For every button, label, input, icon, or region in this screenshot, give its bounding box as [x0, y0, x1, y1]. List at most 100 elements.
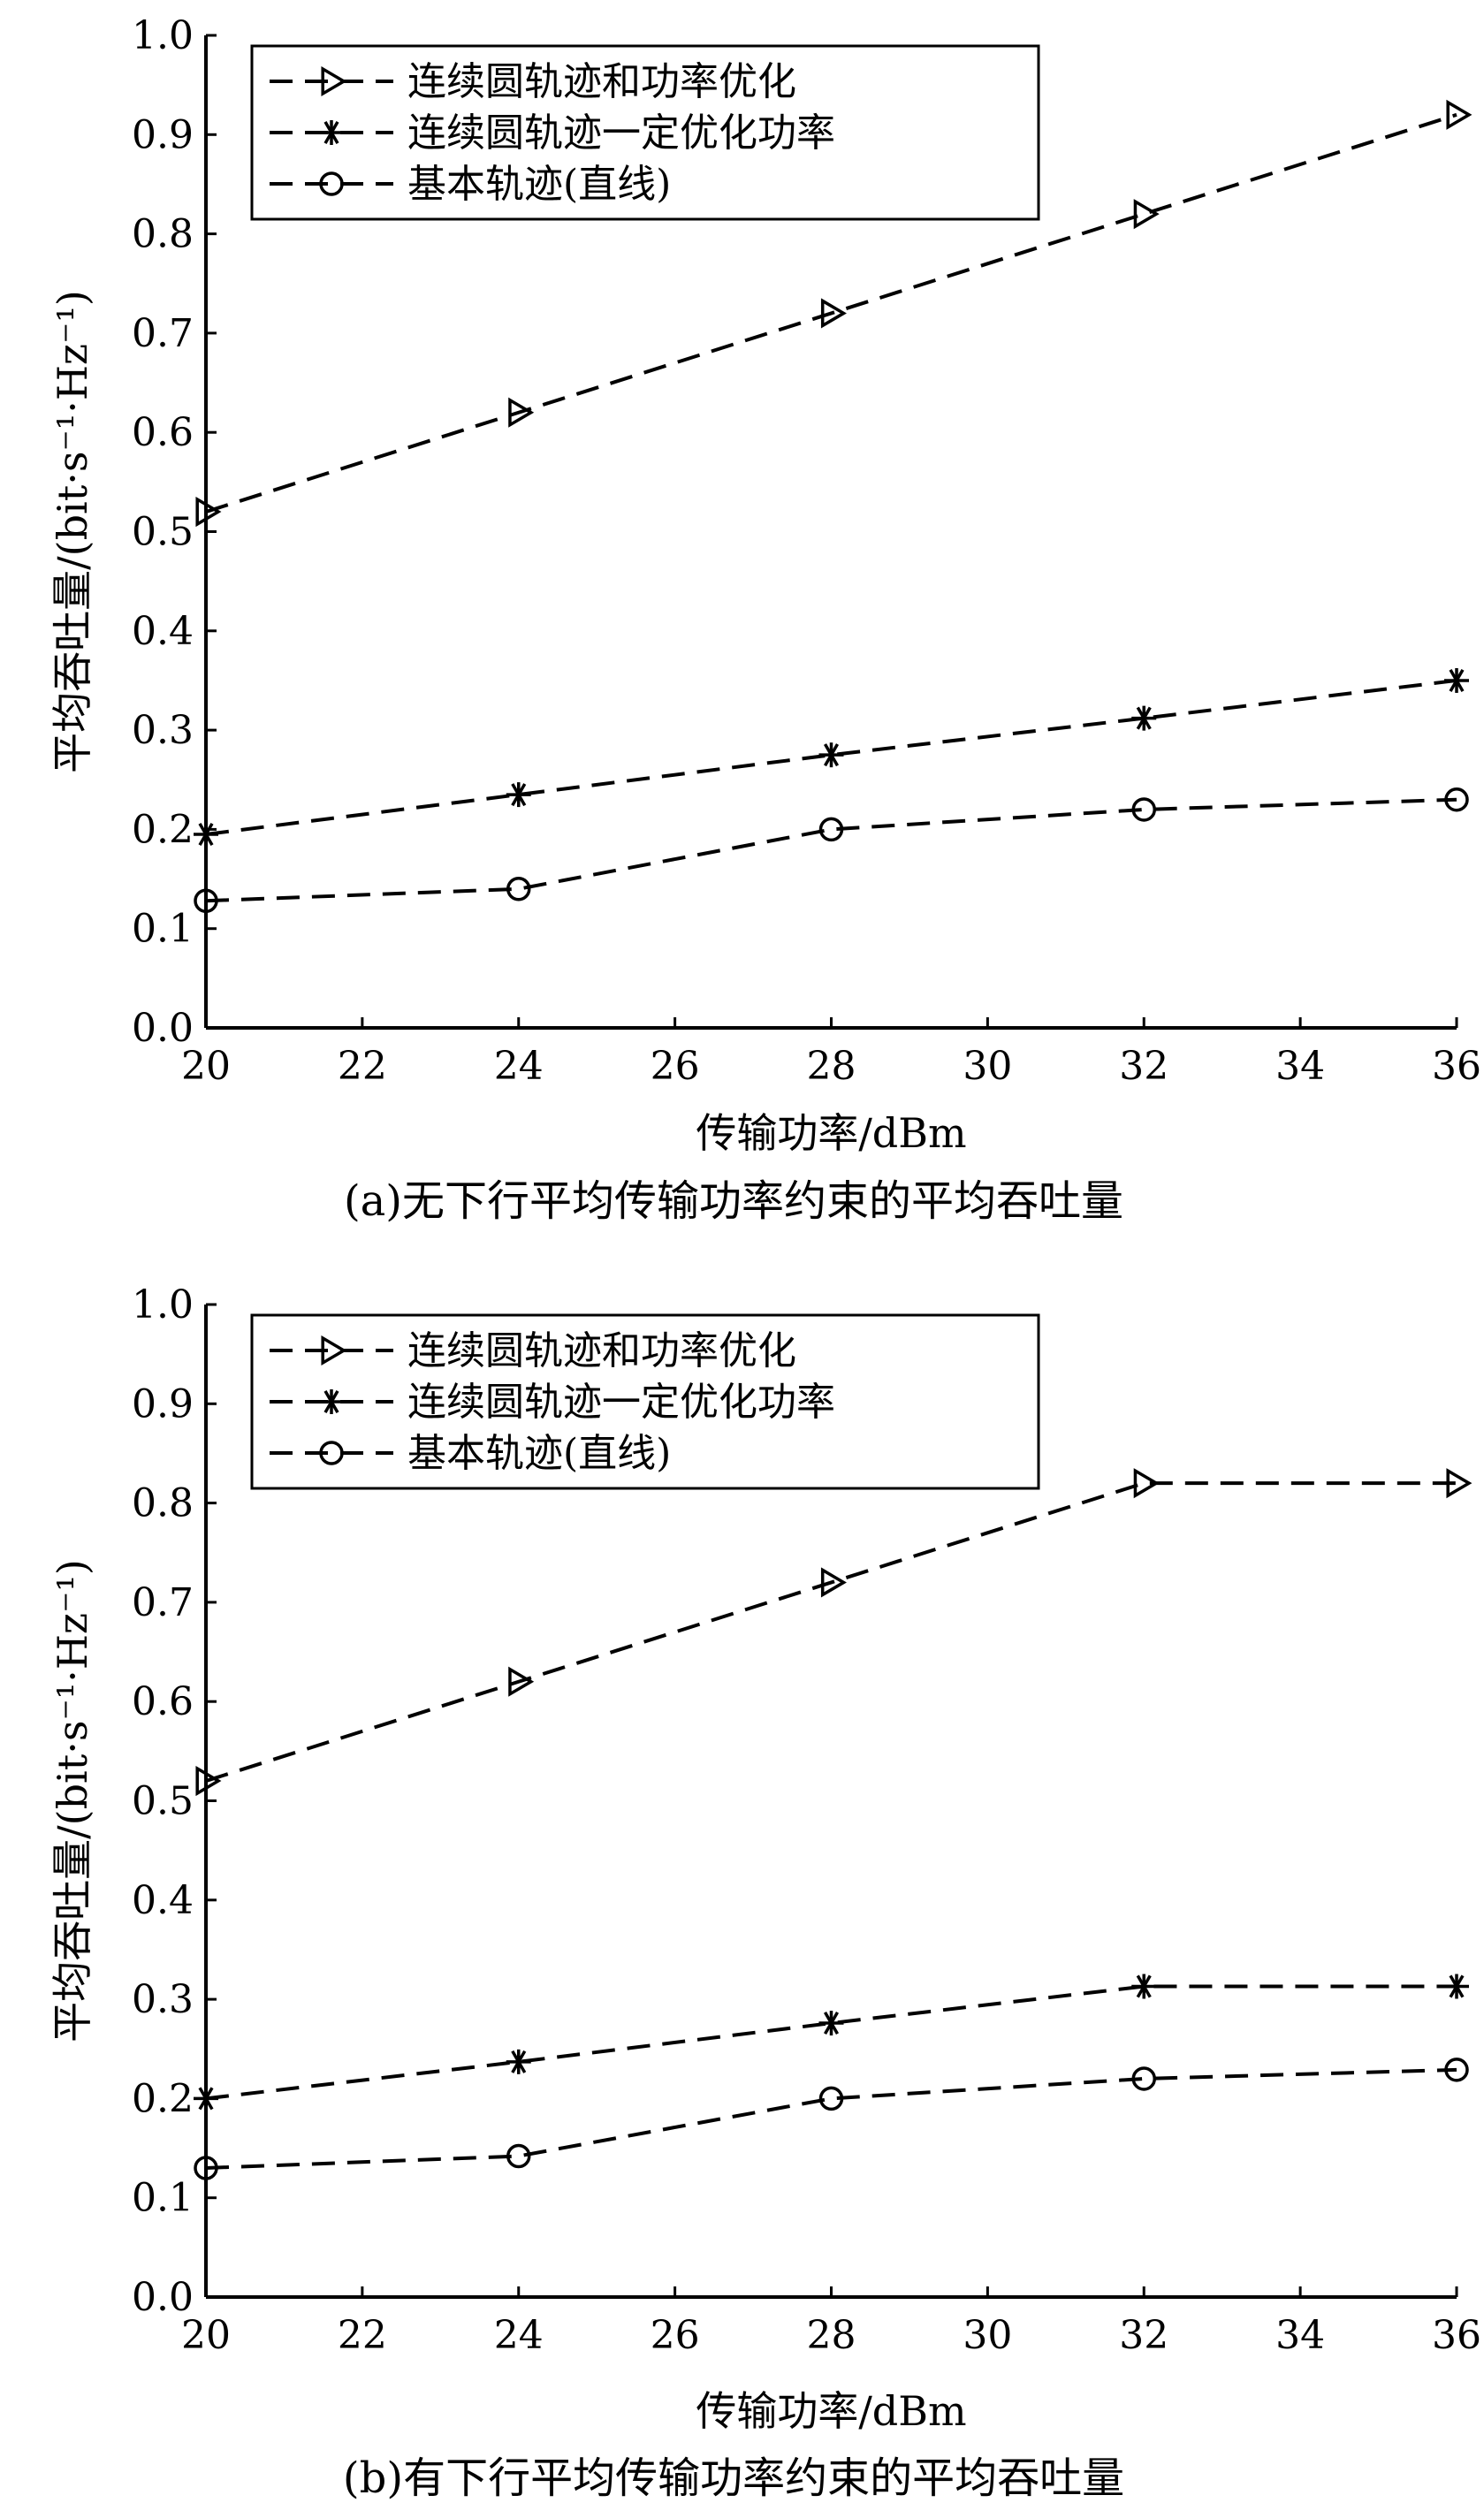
- asterisk-marker: [1131, 1974, 1157, 1999]
- chart-b: 0.0 0.1 0.2 0.3 0.4 0.5 0.6 0.7 0.8 0.9 1.0 20 22 24 2…: [49, 1282, 1481, 2503]
- triangle-marker: [195, 496, 222, 528]
- x-tick-label: 20: [181, 1044, 231, 1089]
- series-1: [194, 667, 1469, 848]
- triangle-marker: [820, 298, 847, 329]
- legend-entry: 连续圆轨迹和功率优化: [270, 59, 796, 104]
- x-tick-label: 34: [1275, 1044, 1325, 1089]
- y-tick-label: 0.1: [132, 907, 194, 952]
- y-tick-label: 0.0: [132, 2275, 194, 2320]
- legend-label: 连续圆轨迹和功率优化: [407, 1328, 796, 1373]
- y-tick-label: 0.9: [132, 1381, 194, 1426]
- x-tick-label: 36: [1432, 2313, 1481, 2358]
- legend-label: 连续圆轨迹一定优化功率: [407, 110, 835, 156]
- asterisk-marker: [818, 742, 844, 768]
- triangle-marker: [508, 397, 535, 428]
- series-0: [195, 99, 1473, 528]
- legend-label: 基本轨迹(直线): [407, 162, 671, 207]
- x-tick-label: 28: [807, 2313, 856, 2358]
- asterisk-marker: [506, 2049, 531, 2074]
- series-2: [194, 787, 1469, 914]
- y-tick-label: 0.4: [132, 609, 194, 654]
- series-line: [205, 797, 1457, 903]
- x-axis-label: 传输功率/dBm: [696, 1109, 966, 1157]
- legend-entry: 基本轨迹(直线): [270, 1431, 671, 1476]
- circle-marker: [506, 877, 531, 901]
- triangle-marker: [321, 1335, 347, 1366]
- y-tick-label: 0.6: [132, 1679, 194, 1724]
- x-tick-label: 24: [494, 1044, 544, 1089]
- triangle-marker: [1133, 1468, 1160, 1499]
- x-tick-label: 22: [338, 1044, 387, 1089]
- y-tick-label: 0.5: [132, 510, 194, 555]
- x-tick-label: 22: [338, 2313, 387, 2358]
- x-tick-label: 20: [181, 2313, 231, 2358]
- x-tick-label: 28: [807, 1044, 856, 1089]
- triangle-marker: [508, 1666, 535, 1697]
- legend-label: 连续圆轨迹一定优化功率: [407, 1380, 835, 1425]
- x-tick-label: 26: [651, 2313, 700, 2358]
- series-2: [194, 2058, 1469, 2180]
- legend-entry: 连续圆轨迹一定优化功率: [270, 110, 835, 156]
- circle-marker: [319, 171, 344, 196]
- chart-caption: (b)有下行平均传输功率约束的平均吞吐量: [343, 2453, 1124, 2503]
- series-0: [195, 1468, 1473, 1797]
- x-tick-label: 30: [963, 2313, 1012, 2358]
- triangle-marker: [321, 65, 347, 97]
- asterisk-marker: [1444, 667, 1469, 693]
- y-tick-label: 0.5: [132, 1779, 194, 1824]
- asterisk-marker: [1444, 1974, 1469, 1999]
- asterisk-marker: [1131, 705, 1157, 731]
- circle-marker: [506, 2143, 531, 2169]
- circle-marker: [1444, 2058, 1469, 2082]
- legend-entry: 连续圆轨迹和功率优化: [270, 1328, 796, 1373]
- y-tick-label: 0.8: [132, 1481, 194, 1526]
- x-tick-label: 30: [963, 1044, 1012, 1089]
- chart-caption: (a)无下行平均传输功率约束的平均吞吐量: [344, 1176, 1123, 1226]
- triangle-marker: [1133, 199, 1160, 230]
- x-axis-label: 传输功率/dBm: [696, 2387, 966, 2435]
- x-tick-label: 36: [1432, 1044, 1481, 1089]
- y-tick-label: 0.8: [132, 212, 194, 257]
- y-tick-label: 0.0: [132, 1006, 194, 1051]
- asterisk-marker: [319, 1389, 344, 1414]
- triangle-marker: [820, 1567, 847, 1598]
- chart-a: 0.0 0.1 0.2 0.3 0.4 0.5 0.6 0.7 0.8 0.9 1.0 20 22 24 2…: [49, 13, 1481, 1226]
- asterisk-marker: [194, 2086, 218, 2111]
- circle-marker: [818, 817, 844, 842]
- y-tick-label: 0.6: [132, 410, 194, 455]
- y-tick-label: 0.9: [132, 112, 194, 157]
- y-tick-label: 0.3: [132, 1977, 194, 2022]
- legend-box: [250, 1313, 1040, 1490]
- y-tick-label: 0.2: [132, 807, 194, 852]
- series-line: [205, 1984, 1457, 2101]
- x-tick-label: 32: [1119, 2313, 1168, 2358]
- y-tick-label: 0.7: [132, 1580, 194, 1625]
- circle-marker: [1131, 797, 1156, 822]
- circle-marker: [1131, 2066, 1156, 2091]
- asterisk-marker: [818, 2011, 844, 2036]
- series-line: [205, 1481, 1457, 1783]
- asterisk-marker: [506, 782, 531, 808]
- y-tick-label: 1.0: [132, 13, 194, 58]
- legend-entry: 连续圆轨迹一定优化功率: [270, 1380, 835, 1425]
- y-tick-label: 0.4: [132, 1878, 194, 1923]
- circle-marker: [818, 2086, 844, 2111]
- y-tick-label: 0.2: [132, 2076, 194, 2121]
- series-line: [205, 112, 1457, 513]
- x-tick-label: 26: [651, 1044, 700, 1089]
- legend-label: 连续圆轨迹和功率优化: [407, 59, 796, 104]
- y-tick-label: 1.0: [132, 1282, 194, 1327]
- x-tick-label: 24: [494, 2313, 544, 2358]
- y-axis-label: 平均吞吐量/(bit·s⁻¹·Hz⁻¹): [49, 1559, 96, 2043]
- asterisk-marker: [194, 822, 218, 848]
- circle-marker: [319, 1441, 344, 1465]
- legend-entry: 基本轨迹(直线): [270, 162, 671, 207]
- y-axis-label: 平均吞吐量/(bit·s⁻¹·Hz⁻¹): [49, 290, 96, 773]
- triangle-marker: [195, 1765, 222, 1797]
- asterisk-marker: [319, 120, 344, 145]
- triangle-marker: [1446, 1468, 1473, 1499]
- circle-marker: [194, 888, 218, 914]
